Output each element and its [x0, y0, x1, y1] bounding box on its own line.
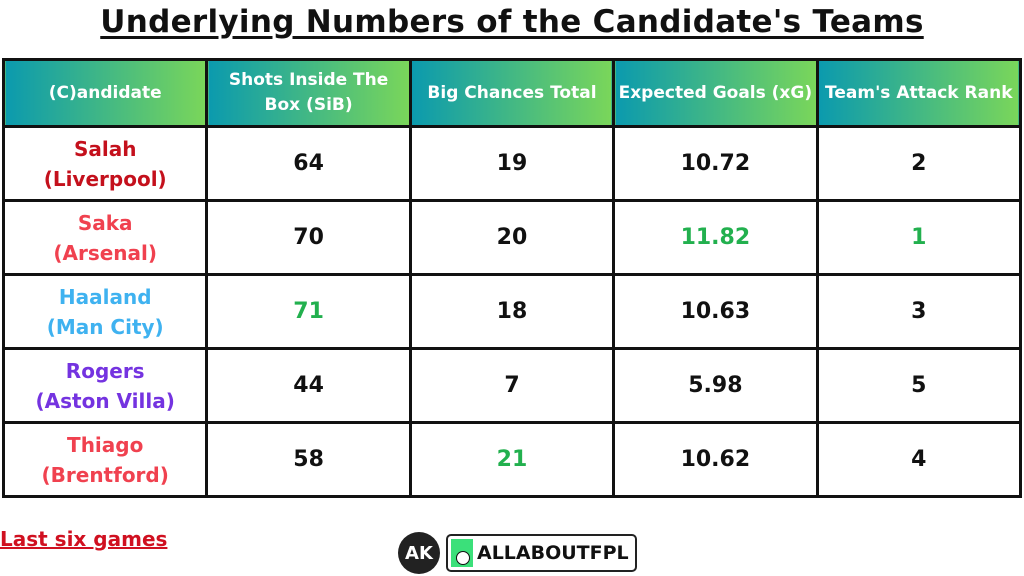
- footnote: Last six games: [0, 527, 168, 551]
- header-sib: Shots Inside The Box (SiB): [205, 58, 412, 128]
- bc-cell: 7: [408, 347, 616, 424]
- sib-cell: 58: [205, 421, 412, 498]
- header-candidate: (C)andidate: [1, 58, 209, 128]
- rank-cell: 2: [815, 125, 1023, 202]
- sib-cell: 64: [205, 125, 412, 202]
- header-xg: Expected Goals (xG): [612, 58, 819, 128]
- xg-cell: 5.98: [612, 347, 819, 424]
- candidate-cell: Thiago (Brentford): [1, 421, 209, 498]
- table-row: Rogers (Aston Villa) 44 7 5.98 5: [1, 347, 1023, 424]
- sib-cell: 44: [205, 347, 412, 424]
- player-team: (Arsenal): [53, 240, 158, 265]
- candidate-cell: Salah (Liverpool): [1, 125, 209, 202]
- sib-cell: 70: [205, 199, 412, 276]
- bc-cell: 20: [408, 199, 616, 276]
- candidate-cell: Haaland (Man City): [1, 273, 209, 350]
- player-team: (Aston Villa): [35, 388, 175, 413]
- table-row: Salah (Liverpool) 64 19 10.72 2: [1, 125, 1023, 202]
- stats-table: (C)andidate Shots Inside The Box (SiB) B…: [1, 58, 1023, 498]
- player-name: Salah: [73, 136, 137, 161]
- xg-cell: 10.62: [612, 421, 819, 498]
- allaboutfpl-logo: ALLABOUTFPL: [446, 534, 637, 572]
- ak-monogram-logo: AK: [398, 532, 440, 574]
- sib-cell: 71: [205, 273, 412, 350]
- bc-cell: 18: [408, 273, 616, 350]
- player-team: (Brentford): [41, 462, 169, 487]
- bc-cell: 19: [408, 125, 616, 202]
- logo: AK ALLABOUTFPL: [398, 532, 637, 574]
- candidate-cell: Rogers (Aston Villa): [1, 347, 209, 424]
- page-title: Underlying Numbers of the Candidate's Te…: [100, 4, 924, 40]
- player-name: Haaland: [58, 284, 152, 309]
- player-team: (Man City): [46, 314, 164, 339]
- table-row: Haaland (Man City) 71 18 10.63 3: [1, 273, 1023, 350]
- rank-cell: 1: [815, 199, 1023, 276]
- xg-cell: 11.82: [612, 199, 819, 276]
- bc-cell: 21: [408, 421, 616, 498]
- header-row: (C)andidate Shots Inside The Box (SiB) B…: [1, 58, 1023, 128]
- football-icon: [451, 539, 473, 567]
- xg-cell: 10.63: [612, 273, 819, 350]
- player-name: Thiago: [67, 432, 144, 457]
- rank-cell: 3: [815, 273, 1023, 350]
- header-attack-rank: Team's Attack Rank: [815, 58, 1023, 128]
- player-team: (Liverpool): [43, 166, 167, 191]
- player-name: Rogers: [65, 358, 145, 383]
- player-name: Saka: [77, 210, 133, 235]
- rank-cell: 4: [815, 421, 1023, 498]
- table-row: Saka (Arsenal) 70 20 11.82 1: [1, 199, 1023, 276]
- xg-cell: 10.72: [612, 125, 819, 202]
- header-big-chances: Big Chances Total: [408, 58, 616, 128]
- candidate-cell: Saka (Arsenal): [1, 199, 209, 276]
- table-row: Thiago (Brentford) 58 21 10.62 4: [1, 421, 1023, 498]
- rank-cell: 5: [815, 347, 1023, 424]
